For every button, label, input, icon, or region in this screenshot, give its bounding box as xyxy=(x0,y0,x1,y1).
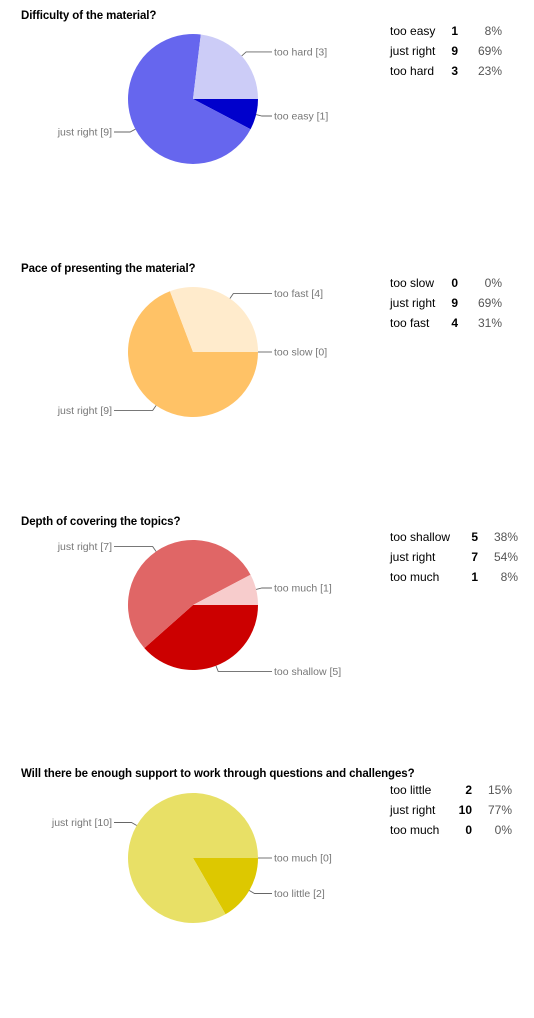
option-count: 10 xyxy=(458,803,472,817)
option-label: too much xyxy=(390,823,440,837)
option-label: just right xyxy=(390,296,436,310)
option-count: 0 xyxy=(451,276,458,290)
option-count: 9 xyxy=(451,296,458,310)
option-label: too slow xyxy=(390,276,435,290)
option-percent: 38% xyxy=(493,530,518,544)
option-percent: 8% xyxy=(500,570,518,584)
leader-line xyxy=(114,822,137,826)
pie-slice xyxy=(193,34,258,99)
option-count: 7 xyxy=(471,550,478,564)
question-title: Depth of covering the topics? xyxy=(21,516,181,528)
option-count: 1 xyxy=(471,570,478,584)
leader-line xyxy=(255,587,272,590)
slice-label: too much [1] xyxy=(274,583,332,595)
question-title: Pace of presenting the material? xyxy=(21,263,196,275)
question-title: Will there be enough support to work thr… xyxy=(21,768,415,780)
option-label: too hard xyxy=(390,64,435,78)
table-row: too little 2 15% xyxy=(388,780,512,800)
option-label: too easy xyxy=(390,24,436,38)
response-table: too slow 0 0% just right 9 69% too fast 4 31% xyxy=(388,273,502,333)
pie-slice xyxy=(127,33,251,164)
slice-label: just right [9] xyxy=(57,405,112,417)
response-table: too easy 1 8% just right 9 69% too hard 3 23% xyxy=(388,21,502,81)
pie-slice xyxy=(193,574,258,605)
option-label: too fast xyxy=(390,316,430,330)
question-difficulty: Difficulty of the material? too easy [1]… xyxy=(0,10,534,260)
question-pace: Pace of presenting the material? too slo… xyxy=(0,263,534,513)
slice-label: too little [2] xyxy=(274,888,325,900)
leader-line xyxy=(114,128,136,133)
option-label: just right xyxy=(390,803,436,817)
leader-line xyxy=(114,546,157,552)
option-count: 9 xyxy=(451,44,458,58)
leader-line xyxy=(229,293,272,299)
table-row: just right 10 77% xyxy=(388,800,512,820)
slice-label: too hard [3] xyxy=(274,47,327,59)
response-table: too little 2 15% just right 10 77% too much 0… xyxy=(388,780,512,840)
option-count: 4 xyxy=(451,316,458,330)
slice-label: just right [7] xyxy=(57,541,112,553)
pie-chart: too shallow [5] just right [7] too much [1… xyxy=(57,539,341,678)
option-label: too much xyxy=(390,570,440,584)
option-count: 1 xyxy=(451,24,458,38)
table-row: too hard 3 23% xyxy=(388,61,502,81)
option-percent: 31% xyxy=(477,316,502,330)
option-label: just right xyxy=(390,550,436,564)
table-row: too easy 1 8% xyxy=(388,21,502,41)
option-label: too little xyxy=(390,783,432,797)
table-row: too shallow 5 38% xyxy=(388,527,518,547)
pie-chart: too easy [1] just right [9] too hard [3] xyxy=(57,33,328,164)
option-percent: 69% xyxy=(477,296,502,310)
slice-label: too easy [1] xyxy=(274,111,328,123)
slice-label: just right [10] xyxy=(51,817,112,829)
pie-slice xyxy=(144,605,258,670)
table-row: too much 0 0% xyxy=(388,820,512,840)
leader-line xyxy=(255,114,272,117)
pie-slice xyxy=(169,286,258,352)
response-table: too shallow 5 38% just right 7 54% too much 1… xyxy=(388,527,518,587)
leader-line xyxy=(249,890,272,894)
table-row: just right 9 69% xyxy=(388,293,502,313)
table-row: too much 1 8% xyxy=(388,567,518,587)
slice-label: just right [9] xyxy=(57,127,112,139)
table-row: too fast 4 31% xyxy=(388,313,502,333)
leader-line xyxy=(215,665,272,672)
leader-line xyxy=(114,405,157,411)
option-percent: 0% xyxy=(484,276,502,290)
option-count: 3 xyxy=(451,64,458,78)
pie-slice xyxy=(127,291,258,417)
option-label: just right xyxy=(390,44,436,58)
option-percent: 0% xyxy=(494,823,512,837)
option-percent: 23% xyxy=(477,64,502,78)
slice-label: too fast [4] xyxy=(274,288,323,300)
pie-slice xyxy=(193,99,258,130)
leader-line xyxy=(241,51,272,57)
pie-slice xyxy=(193,858,258,915)
slice-label: too shallow [5] xyxy=(274,666,341,678)
option-count: 5 xyxy=(471,530,478,544)
pie-chart: too slow [0] just right [9] too fast [4] xyxy=(57,286,327,417)
option-percent: 54% xyxy=(493,550,518,564)
option-count: 2 xyxy=(465,783,472,797)
option-percent: 15% xyxy=(487,783,512,797)
question-depth: Depth of covering the topics? too shallo… xyxy=(0,516,534,766)
option-count: 0 xyxy=(465,823,472,837)
question-title: Difficulty of the material? xyxy=(21,10,157,22)
option-percent: 69% xyxy=(477,44,502,58)
table-row: just right 9 69% xyxy=(388,41,502,61)
option-percent: 8% xyxy=(484,24,502,38)
question-support: Will there be enough support to work thr… xyxy=(0,768,534,1018)
pie-chart: too little [2] just right [10] too much [0… xyxy=(51,792,332,923)
option-label: too shallow xyxy=(390,530,451,544)
pie-slice xyxy=(128,792,258,923)
option-percent: 77% xyxy=(487,803,512,817)
table-row: too slow 0 0% xyxy=(388,273,502,293)
slice-label: too slow [0] xyxy=(274,347,327,359)
table-row: just right 7 54% xyxy=(388,547,518,567)
pie-slice xyxy=(127,539,251,649)
slice-label: too much [0] xyxy=(274,853,332,865)
